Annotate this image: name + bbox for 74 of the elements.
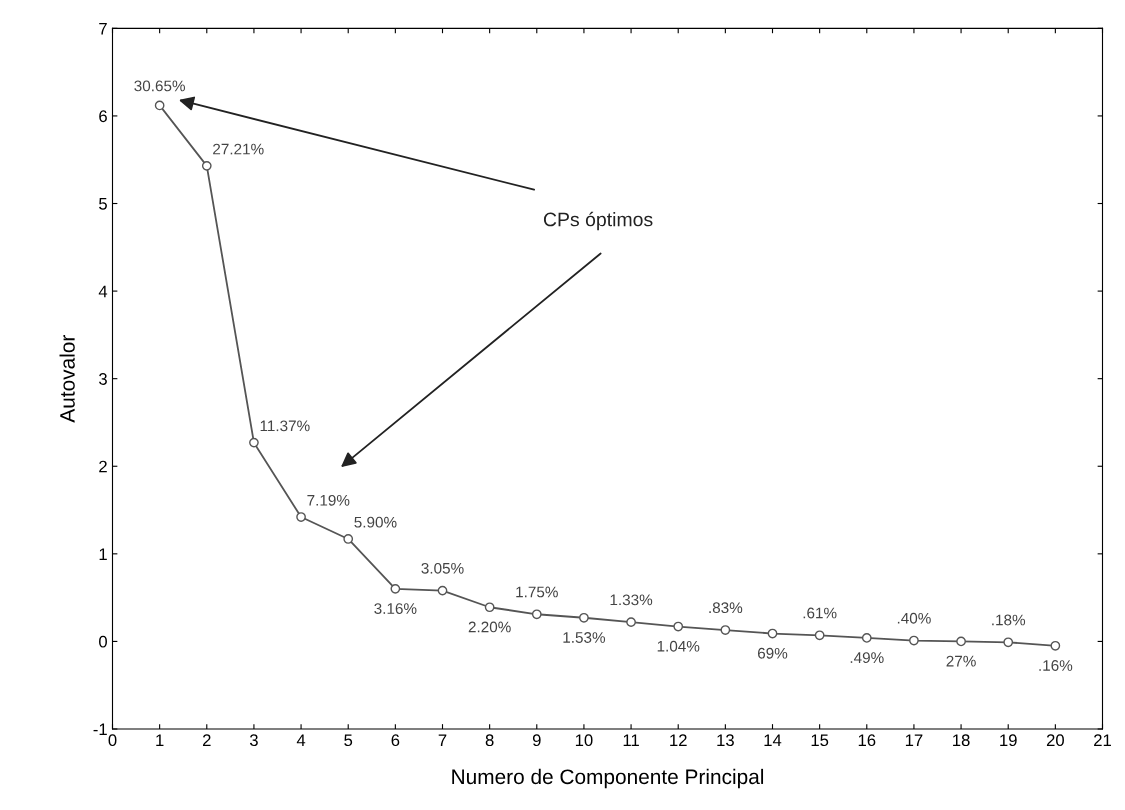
x-tick-label: 4 (296, 734, 306, 746)
annotation: 1.53% (563, 632, 606, 643)
x-tick-label: 0 (108, 734, 117, 747)
point (579, 612, 589, 623)
annotation: 1.04% (657, 640, 700, 652)
annotation: .83% (709, 602, 743, 614)
point (1003, 637, 1014, 648)
annotation: .49% (850, 652, 884, 664)
y-tick-label: 7 (99, 22, 107, 35)
x-tick-label: 19 (1000, 734, 1017, 747)
annotation: 7.19% (307, 494, 350, 506)
x-tick-label: 15 (811, 734, 829, 747)
point (909, 635, 919, 646)
y-axis-title: Autovalor (59, 335, 75, 423)
annotation: 27% (946, 655, 976, 667)
annotation: .61% (803, 607, 837, 619)
annotation: 3.16% (374, 603, 417, 614)
y-tick-label: 2 (99, 460, 107, 473)
annotation: 5.90% (354, 516, 397, 528)
point (1050, 640, 1061, 651)
point (814, 630, 825, 641)
y-tick-label: 1 (99, 548, 107, 560)
point (531, 609, 542, 620)
annotation: 30.65% (134, 80, 186, 92)
point (720, 625, 731, 635)
x-tick-label: 18 (953, 734, 970, 747)
annotation: 27.21% (213, 143, 264, 155)
point (343, 534, 354, 544)
annotation: 2.20% (468, 621, 511, 633)
annotation: CPs óptimos (543, 211, 653, 231)
point (154, 100, 165, 111)
point (390, 584, 401, 594)
x-tick-label: 16 (858, 734, 876, 747)
x-tick-label: 3 (249, 734, 258, 747)
x-tick-label: 12 (670, 734, 687, 746)
point (673, 621, 684, 632)
y-tick-label: 4 (98, 285, 108, 298)
point (249, 437, 259, 448)
point (626, 617, 636, 628)
y-tick-label: -1 (93, 723, 107, 736)
x-tick-label: 9 (532, 734, 541, 747)
annotation: .18% (992, 614, 1026, 626)
y-tick-label: 6 (99, 110, 107, 123)
x-tick-label: 7 (438, 734, 447, 746)
point (437, 585, 448, 596)
y-tick-label: 3 (99, 373, 107, 385)
y-tick-label: 5 (99, 198, 107, 210)
annotation: 1.75% (516, 586, 558, 598)
x-tick-label: 17 (905, 734, 923, 746)
point (201, 160, 212, 171)
x-axis-title: Numero de Componente Principal (452, 768, 764, 789)
x-tick-label: 8 (485, 734, 494, 747)
annotation: 3.05% (421, 562, 464, 574)
y-tick-label: 0 (99, 635, 107, 648)
annotation: 69% (757, 647, 788, 659)
point (296, 512, 306, 522)
point (861, 633, 872, 643)
point (484, 602, 495, 613)
x-tick-label: 20 (1046, 734, 1064, 747)
x-tick-label: 10 (575, 734, 593, 747)
x-tick-label: 14 (764, 734, 782, 746)
x-tick-label: 13 (717, 734, 734, 747)
annotation: .16% (1039, 660, 1073, 671)
point (767, 628, 778, 639)
x-tick-label: 1 (156, 734, 164, 746)
x-tick-label: 5 (344, 734, 353, 747)
x-tick-label: 21 (1094, 734, 1111, 746)
point (956, 636, 966, 647)
x-tick-label: 2 (202, 734, 211, 746)
annotation: .40% (897, 612, 931, 624)
x-tick-label: 6 (391, 734, 400, 747)
annotation: 1.33% (610, 594, 653, 606)
x-tick-label: 11 (623, 734, 639, 746)
annotation: 11.37% (260, 420, 310, 432)
